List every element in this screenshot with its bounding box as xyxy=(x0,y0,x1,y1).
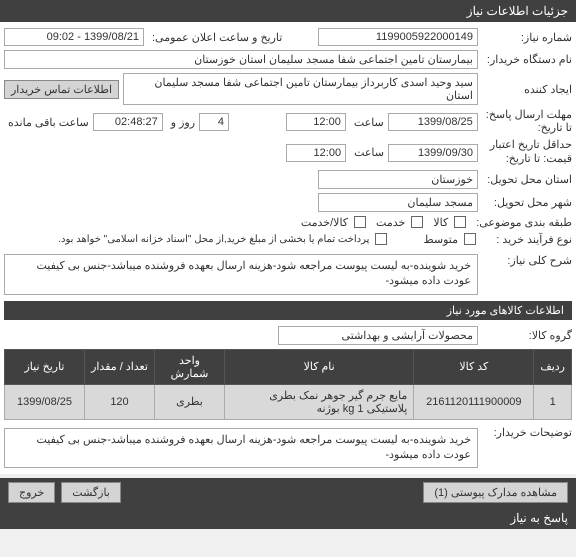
td-code: 2161120111900009 xyxy=(414,384,534,419)
reqno-label: شماره نیاز: xyxy=(482,31,572,44)
checkbox-goods[interactable] xyxy=(454,216,466,228)
hour-label-1: ساعت xyxy=(350,116,384,129)
deadline-label: مهلت ارسال پاسخ: تا تاریخ: xyxy=(482,109,572,135)
th-code: کد کالا xyxy=(414,349,534,384)
deadline-date: 1399/08/25 xyxy=(388,113,478,131)
city-field: مسجد سلیمان xyxy=(318,193,478,212)
creator-label: ایجاد کننده xyxy=(482,83,572,96)
checkbox-paynote[interactable] xyxy=(375,233,387,245)
contact-info-button[interactable]: اطلاعات تماس خریدار xyxy=(4,80,119,99)
td-date: 1399/08/25 xyxy=(5,384,85,419)
exit-button[interactable]: خروج xyxy=(8,482,55,503)
table-row[interactable]: 1 2161120111900009 مایع جرم گیر جوهر نمک… xyxy=(5,384,572,419)
back-button[interactable]: بازگشت xyxy=(61,482,121,503)
header-bar: جزئیات اطلاعات نیاز xyxy=(0,0,576,22)
process-label: نوع فرآیند خرید : xyxy=(482,233,572,246)
valid-label: حداقل تاریخ اعتبار قیمت: تا تاریخ: xyxy=(482,139,572,165)
city-label: شهر محل تحویل: xyxy=(482,196,572,209)
reply-header: پاسخ به نیاز xyxy=(0,507,576,529)
paynote-label: پرداخت تمام یا بخشی از مبلغ خرید,از محل … xyxy=(54,234,369,245)
th-date: تاریخ نیاز xyxy=(5,349,85,384)
desc-field: خرید شوینده-به لیست پیوست مراجعه شود-هزی… xyxy=(4,254,478,295)
bottom-bar: مشاهده مدارک پیوستی (1) بازگشت خروج xyxy=(0,478,576,507)
pubdate-label: تاریخ و ساعت اعلان عمومی: xyxy=(148,31,282,44)
cb-goods-label: کالا xyxy=(429,216,448,229)
checkbox-item[interactable] xyxy=(354,216,366,228)
cb-service-label: خدمت xyxy=(372,216,405,229)
items-table: ردیف کد کالا نام کالا واحد شمارش تعداد /… xyxy=(4,349,572,420)
reqno-field: 1199005922000149 xyxy=(318,28,478,46)
process-small-label: متوسط xyxy=(419,233,458,246)
valid-time: 12:00 xyxy=(286,144,346,162)
td-qty: 120 xyxy=(85,384,155,419)
province-label: استان محل تحویل: xyxy=(482,173,572,186)
th-qty: تعداد / مقدار xyxy=(85,349,155,384)
th-name: نام کالا xyxy=(225,349,414,384)
deadline-time: 12:00 xyxy=(286,113,346,131)
remain-days: 4 xyxy=(199,113,229,131)
buyer-desc-field: خرید شوینده-به لیست پیوست مراجعه شود-هزی… xyxy=(4,428,478,469)
td-unit: بطری xyxy=(155,384,225,419)
header-title: جزئیات اطلاعات نیاز xyxy=(467,4,568,18)
form-content: شماره نیاز: 1199005922000149 تاریخ و ساع… xyxy=(0,22,576,474)
buyer-label: نام دستگاه خریدار: xyxy=(482,53,572,66)
th-unit: واحد شمارش xyxy=(155,349,225,384)
remain-end: ساعت باقی مانده xyxy=(4,116,89,129)
remain-hours: 02:48:27 xyxy=(93,113,163,131)
desc-label: شرح کلی نیاز: xyxy=(482,254,572,267)
items-section-header: اطلاعات کالاهای مورد نیاز xyxy=(4,301,572,320)
checkbox-service[interactable] xyxy=(411,216,423,228)
td-name: مایع جرم گیر جوهر نمک بطری پلاستیکی 1 kg… xyxy=(225,384,414,419)
reply-header-title: پاسخ به نیاز xyxy=(510,511,568,525)
remain-days-suffix: روز و xyxy=(167,116,195,129)
group-field: محصولات آرایشی و بهداشتی xyxy=(278,326,478,345)
buyer-field: بیمارستان تامین اجتماعی شفا مسجد سلیمان … xyxy=(4,50,478,69)
table-header-row: ردیف کد کالا نام کالا واحد شمارش تعداد /… xyxy=(5,349,572,384)
th-rownum: ردیف xyxy=(534,349,572,384)
attachments-button[interactable]: مشاهده مدارک پیوستی (1) xyxy=(423,482,568,503)
valid-date: 1399/09/30 xyxy=(388,144,478,162)
pubdate-field: 1399/08/21 - 09:02 xyxy=(4,28,144,46)
group-label: گروه کالا: xyxy=(482,329,572,342)
province-field: خوزستان xyxy=(318,170,478,189)
td-rownum: 1 xyxy=(534,384,572,419)
hour-label-2: ساعت xyxy=(350,146,384,159)
buyer-desc-label: توضیحات خریدار: xyxy=(482,426,572,439)
grouptype-label: طبقه بندی موضوعی: xyxy=(472,216,572,229)
creator-field: سید وحید اسدی کاربرداز بیمارستان تامین ا… xyxy=(123,73,478,105)
checkbox-process[interactable] xyxy=(464,233,476,245)
cb-item-label: کالا/خدمت xyxy=(297,216,348,229)
